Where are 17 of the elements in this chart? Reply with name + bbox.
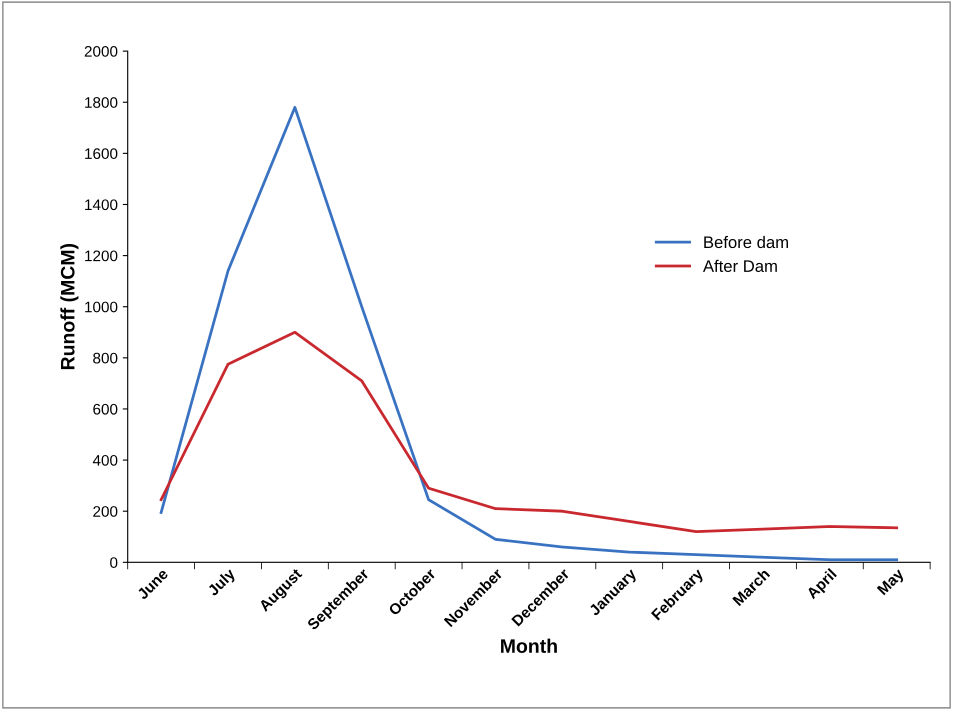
y-tick-label: 1800	[85, 97, 118, 108]
y-tick-label: 0	[110, 557, 118, 568]
y-tick-label: 200	[93, 506, 118, 517]
x-axis-title: Month	[501, 638, 557, 653]
y-tick-label: 2000	[84, 46, 118, 57]
legend-label: Before dam	[704, 236, 788, 248]
line-series	[160, 330, 898, 534]
y-axis-title: Runoff (MCM)	[60, 244, 78, 370]
y-tick-label: 1400	[85, 199, 118, 210]
y-tick-label: 1000	[85, 302, 118, 312]
y-tick-label: 600	[93, 404, 118, 415]
y-tick-label: 1600	[85, 148, 118, 160]
y-tick-label: 400	[92, 454, 118, 466]
y-tick-label: 1200	[85, 250, 118, 262]
legend-label: After Dam	[702, 260, 777, 272]
line-series	[160, 106, 898, 562]
y-tick-label: 800	[93, 352, 118, 364]
